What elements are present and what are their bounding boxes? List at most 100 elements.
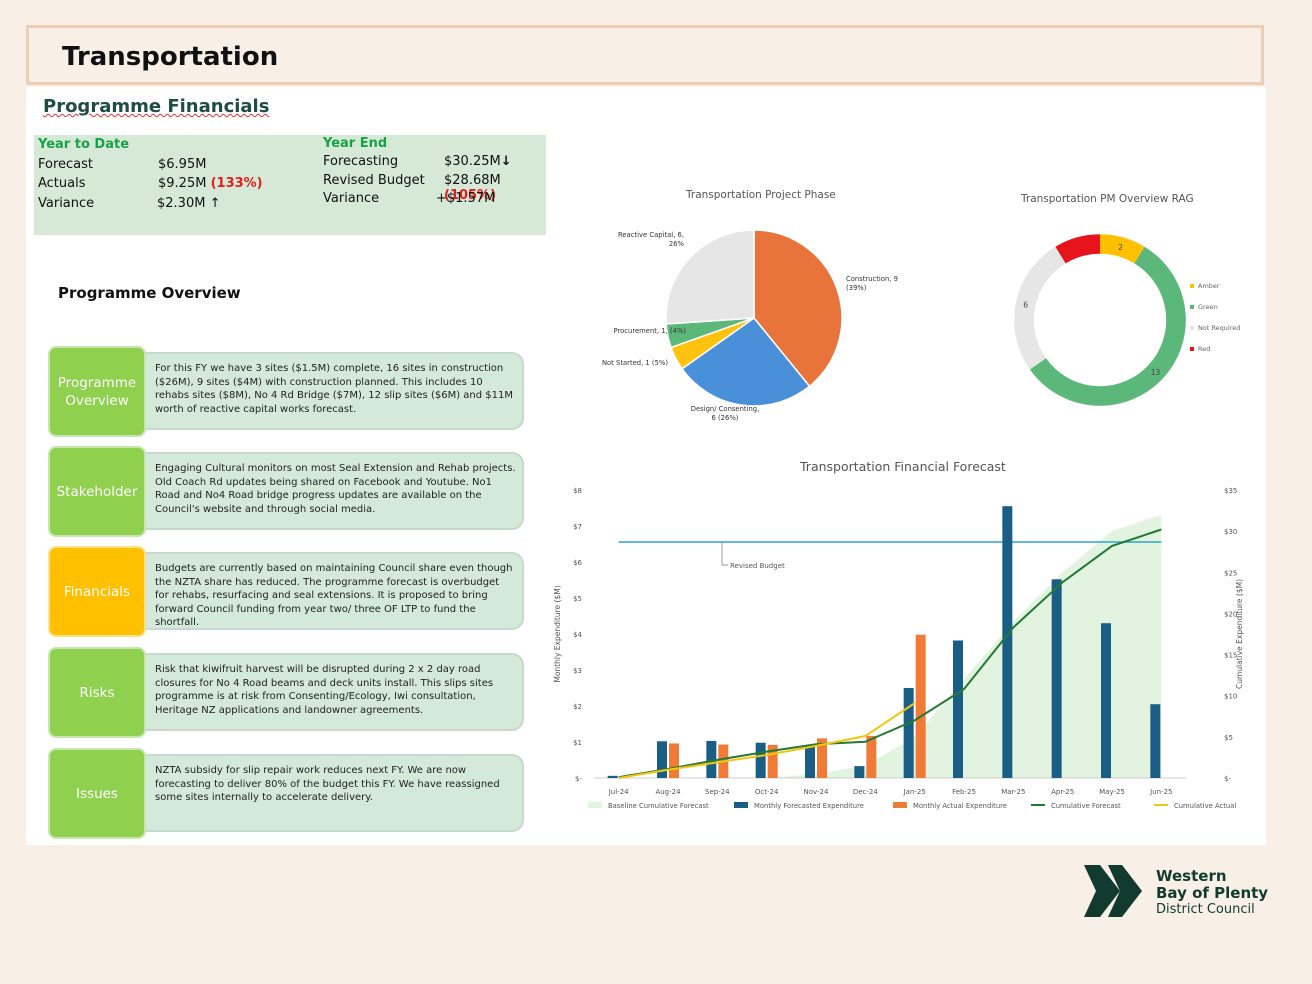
ytd-label: Variance	[38, 196, 95, 211]
forecast-bar	[657, 741, 667, 778]
y2-tick-label: $15	[1224, 652, 1237, 660]
ytd-label: Forecast	[38, 157, 94, 172]
y-tick-label: $7	[573, 523, 582, 531]
pie-slice-label: Not Started, 1 (5%)	[602, 359, 668, 367]
x-tick-label: Jan-25	[903, 788, 926, 796]
donut-segment	[1099, 234, 1145, 264]
y2-axis-label: Cumulative Expenditure ($M)	[1235, 579, 1244, 689]
y2-tick-label: $25	[1224, 569, 1237, 577]
pie-slice-label: Procurement, 1, (4%)	[614, 327, 687, 335]
down-arrow-icon: ↓	[500, 154, 512, 169]
overview-row: NZTA subsidy for slip repair work reduce…	[48, 748, 526, 841]
donut-segment	[1014, 246, 1066, 370]
baseline-area	[618, 514, 1162, 778]
y2-tick-label: $5	[1224, 734, 1233, 742]
revised-budget-label: Revised Budget	[730, 562, 785, 570]
row-description: Risk that kiwifruit harvest will be disr…	[136, 653, 524, 731]
legend-swatch	[1190, 326, 1194, 330]
legend-label: Cumulative Forecast	[1051, 802, 1121, 810]
cumulative-actual-line	[618, 702, 916, 779]
donut-segment	[1029, 246, 1186, 406]
x-tick-label: Oct-24	[755, 788, 779, 796]
x-tick-label: May-25	[1099, 788, 1125, 796]
up-arrow-icon: ↑	[209, 196, 221, 211]
ye-value: $30.25M↓	[444, 154, 512, 169]
actual-bar	[866, 735, 877, 778]
ye-value: +$1.57M	[436, 191, 496, 206]
forecast-bar	[706, 740, 717, 778]
legend-swatch	[1190, 305, 1194, 309]
ye-label: Forecasting	[323, 154, 399, 169]
forecast-chart-title: Transportation Financial Forecast	[800, 459, 1006, 474]
y2-tick-label: $35	[1224, 487, 1237, 495]
y2-tick-label: $-	[1224, 775, 1231, 783]
donut-label: 6	[1023, 301, 1028, 310]
pie-slice-label: Design/ Consenting, 6 (26%)	[691, 405, 760, 422]
x-tick-label: Feb-25	[952, 788, 976, 796]
y-tick-label: $2	[573, 703, 582, 711]
row-label: Programme Overview	[48, 346, 146, 437]
row-description: Budgets are currently based on maintaini…	[136, 552, 524, 630]
logo-line1: Western	[1156, 867, 1227, 885]
page-header: Transportation	[26, 25, 1264, 85]
pie-slice	[681, 316, 811, 407]
legend-label: Not Required	[1198, 324, 1240, 332]
actual-bar	[767, 744, 778, 778]
legend-label: Monthly Forecasted Expenditure	[754, 802, 864, 810]
donut-label: 2	[1118, 243, 1123, 252]
ytd-label: Actuals	[38, 176, 86, 191]
ye-heading: Year End	[323, 136, 388, 151]
page-title: Transportation	[62, 42, 279, 72]
forecast-bar	[607, 775, 618, 778]
logo-line3: District Council	[1156, 902, 1255, 917]
ye-label: Revised Budget	[323, 173, 425, 188]
forecast-bar	[1150, 704, 1161, 778]
y-axis-label: Monthly Expenditure ($M)	[553, 585, 562, 682]
rag-chart-title: Transportation PM Overview RAG	[1021, 193, 1194, 205]
legend-swatch	[1190, 284, 1194, 288]
x-tick-label: Apr-25	[1051, 788, 1074, 796]
forecast-bar	[953, 640, 963, 778]
council-logo: Western Bay of Plenty District Council	[1082, 863, 1268, 924]
legend-label: Red	[1198, 345, 1210, 353]
legend-swatch	[893, 802, 907, 808]
ye-value: $28.68M (105%)	[444, 173, 501, 203]
ytd-value: $2.30M ↑	[157, 196, 221, 211]
programme-overview-title: Programme Overview	[58, 284, 241, 302]
y-tick-label: $4	[573, 631, 582, 639]
row-label: Stakeholder	[48, 446, 146, 537]
pie-slice	[753, 229, 843, 388]
forecast-chart: $- $1 $2 $3 $4 $5 $6 $7 $8 $- $5 $10 $15 $20 $25 $30 $35…	[553, 487, 1244, 810]
legend-label: Baseline Cumulative Forecast	[608, 802, 709, 810]
y-tick-label: $-	[575, 775, 582, 783]
y2-tick-label: $30	[1224, 528, 1237, 536]
x-tick-label: Mar-25	[1001, 788, 1025, 796]
legend-label: Amber	[1198, 282, 1220, 290]
ytd-heading: Year to Date	[38, 137, 130, 152]
overview-row: Risk that kiwifruit harvest will be disr…	[48, 647, 526, 740]
rag-donut-chart: 2 13 6 Amber Green Not Required Red	[1014, 234, 1240, 406]
y-tick-label: $1	[573, 739, 582, 747]
ye-label: Variance	[323, 191, 380, 206]
revised-budget-leader	[721, 542, 728, 566]
ytd-value: $6.95M	[158, 157, 207, 172]
y-tick-label: $5	[573, 595, 582, 603]
overview-row: Engaging Cultural monitors on most Seal …	[48, 446, 526, 539]
overview-row: For this FY we have 3 sites ($1.5M) comp…	[48, 346, 526, 439]
financials-summary: Year to Date Forecast $6.95M Actuals $9.…	[34, 135, 546, 235]
forecast-bar	[1051, 579, 1062, 778]
donut-segment	[1055, 234, 1101, 264]
legend-label: Cumulative Actual	[1174, 802, 1236, 810]
forecast-bar	[805, 745, 815, 778]
ytd-value: $9.25M (133%)	[158, 176, 263, 191]
pie-slice-label: Construction, 9 (39%)	[846, 275, 898, 292]
legend-swatch	[734, 802, 748, 808]
legend-swatch	[1190, 347, 1194, 351]
x-tick-label: Nov-24	[804, 788, 829, 796]
programme-financials-title: Programme Financials	[43, 96, 270, 117]
actual-bar	[669, 743, 679, 778]
council-logo-mark	[1084, 865, 1142, 917]
legend-swatch	[588, 802, 602, 808]
ye-percent: (105%)	[444, 188, 497, 203]
x-tick-label: Sep-24	[705, 788, 730, 796]
